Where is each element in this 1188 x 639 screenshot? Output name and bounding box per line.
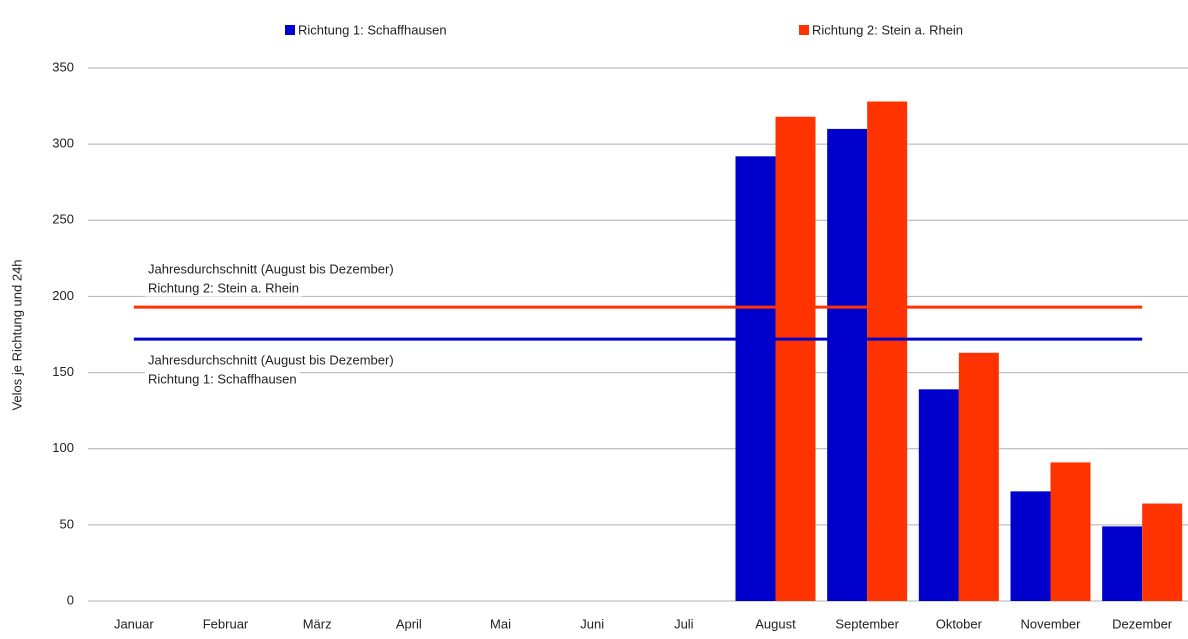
- x-tick-label: Januar: [114, 616, 154, 631]
- x-tick-label: April: [396, 616, 422, 631]
- bar: [735, 156, 776, 601]
- y-axis-label: Velos je Richtung und 24h: [9, 259, 24, 410]
- legend-label: Richtung 2: Stein a. Rhein: [812, 22, 963, 37]
- bar: [775, 116, 816, 601]
- legend-label: Richtung 1: Schaffhausen: [298, 22, 447, 37]
- annotation-bg: [145, 260, 397, 278]
- annotation: Jahresdurchschnitt (August bis Dezember): [148, 353, 394, 368]
- x-tick-label: Oktober: [936, 616, 983, 631]
- legend-swatch: [799, 25, 809, 35]
- annotation: Richtung 1: Schaffhausen: [148, 372, 297, 387]
- bar: [918, 389, 959, 601]
- annotation: Jahresdurchschnitt (August bis Dezember): [148, 262, 394, 277]
- x-tick-label: Juni: [580, 616, 604, 631]
- x-tick-label: Dezember: [1112, 616, 1173, 631]
- x-tick-label: August: [755, 616, 796, 631]
- bar: [1142, 503, 1183, 601]
- x-tick-label: September: [835, 616, 899, 631]
- bar: [958, 352, 999, 601]
- annotation-bg: [145, 351, 397, 369]
- bar: [1050, 462, 1091, 601]
- annotation-bg: [145, 370, 300, 388]
- bar: [827, 128, 868, 601]
- bar: [1102, 526, 1143, 601]
- annotation: Richtung 2: Stein a. Rhein: [148, 281, 299, 296]
- bar: [867, 101, 908, 601]
- y-tick-label: 300: [52, 136, 74, 151]
- x-tick-label: Juli: [674, 616, 694, 631]
- y-tick-label: 350: [52, 59, 74, 74]
- bar: [1010, 491, 1051, 601]
- y-tick-label: 50: [60, 516, 74, 531]
- x-tick-label: März: [303, 616, 332, 631]
- y-tick-label: 100: [52, 440, 74, 455]
- y-tick-label: 250: [52, 212, 74, 227]
- y-tick-label: 200: [52, 288, 74, 303]
- x-tick-label: November: [1021, 616, 1082, 631]
- annotation-bg: [145, 279, 303, 297]
- y-tick-label: 0: [67, 592, 74, 607]
- legend-swatch: [285, 25, 295, 35]
- y-tick-label: 150: [52, 364, 74, 379]
- x-tick-label: Februar: [203, 616, 249, 631]
- x-tick-label: Mai: [490, 616, 511, 631]
